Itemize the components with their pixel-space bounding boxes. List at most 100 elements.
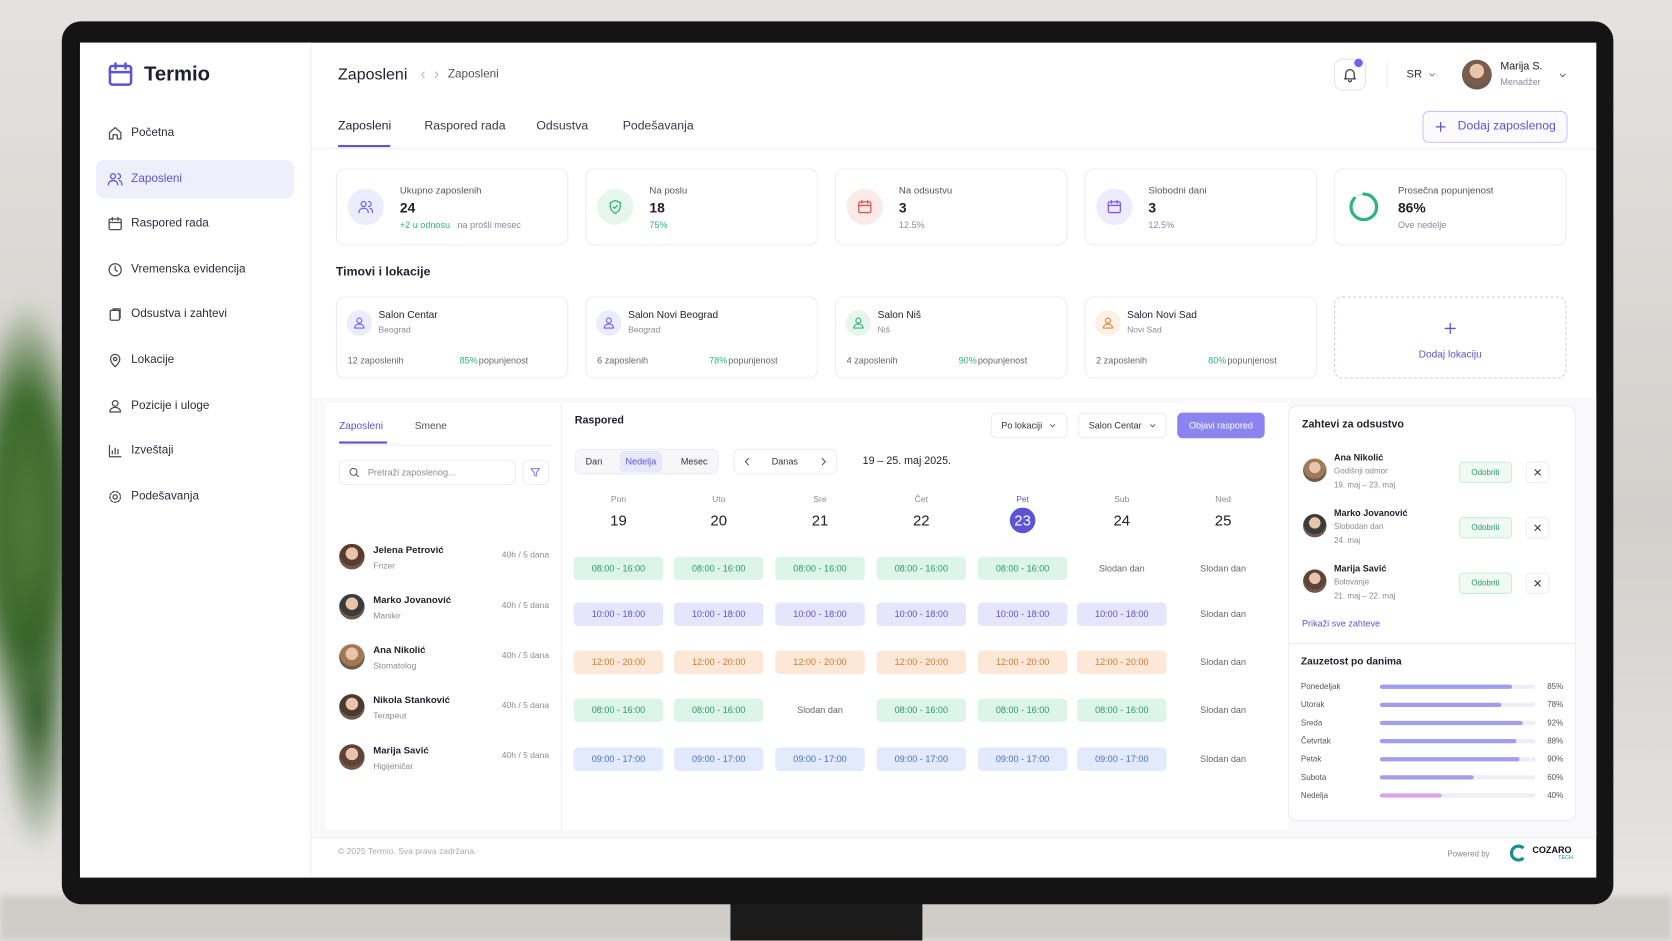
nav-label[interactable]: Lokacije [131, 353, 175, 367]
view-option[interactable]: Dan [585, 456, 603, 467]
shift-pill[interactable] [1076, 650, 1167, 674]
shift-pill[interactable] [876, 747, 967, 771]
employee-name[interactable]: Ana Nikolić [373, 644, 426, 656]
tab[interactable]: Raspored rada [424, 119, 506, 133]
shift-pill[interactable] [1076, 747, 1167, 771]
icon-cal [107, 215, 124, 232]
employee-name[interactable]: Nikola Stanković [373, 694, 451, 706]
shift-pill[interactable] [977, 602, 1068, 626]
icon-part [108, 62, 133, 74]
icon-part [1107, 199, 1121, 207]
shift-pill[interactable] [1076, 698, 1167, 722]
icon-home [107, 125, 124, 142]
reject-button[interactable] [1525, 461, 1550, 484]
shift-pill[interactable] [775, 650, 865, 674]
icon-part [109, 173, 117, 180]
bar [1379, 757, 1520, 762]
shift-pill[interactable] [775, 556, 865, 581]
employee-hours: 40h / 5 dana [501, 550, 550, 560]
shift-pill[interactable] [876, 650, 967, 674]
nav-item[interactable] [96, 432, 294, 470]
shift-pill[interactable] [977, 556, 1068, 581]
add-employee-button[interactable] [1422, 110, 1568, 143]
shift-pill[interactable] [573, 650, 664, 674]
bar [1379, 720, 1524, 726]
shift-pill[interactable] [573, 602, 664, 626]
shift-pill[interactable] [673, 698, 764, 722]
icon-part [853, 323, 864, 329]
reject-button[interactable] [1525, 572, 1550, 594]
view-option[interactable]: Nedelja [625, 456, 657, 467]
shift-pill[interactable] [977, 747, 1068, 771]
nav-item[interactable] [96, 341, 294, 379]
shift-pill[interactable] [977, 698, 1068, 722]
employee-name[interactable]: Marija Savić [373, 744, 429, 756]
employee-role: Manikir [373, 611, 401, 621]
approve-label[interactable]: Odobriti [1471, 522, 1500, 533]
nav-label[interactable]: Podešavanja [131, 489, 199, 503]
icon-plus [1433, 119, 1448, 134]
shift-pill[interactable] [573, 698, 664, 722]
nav-item[interactable] [96, 114, 294, 152]
icon-part [108, 444, 122, 458]
language[interactable]: SR [1406, 67, 1423, 81]
publish-button[interactable] [1177, 412, 1265, 439]
location-filter[interactable] [990, 412, 1068, 439]
salon-filter[interactable] [1078, 412, 1167, 439]
shift-pill[interactable] [673, 650, 764, 674]
approve-button[interactable] [1458, 461, 1513, 484]
nav-label[interactable]: Vremenska evidencija [131, 262, 246, 276]
shift-pill[interactable] [673, 556, 764, 581]
today-button[interactable]: Danas [771, 456, 798, 467]
shift-pill[interactable] [573, 556, 664, 581]
nav-item[interactable] [95, 159, 295, 199]
staff-tab[interactable]: Smene [414, 420, 447, 433]
approve-label[interactable]: Odobriti [1471, 578, 1500, 588]
nav-label[interactable]: Pozicije i uloge [131, 399, 210, 413]
publish-label[interactable]: Objavi raspored [1188, 419, 1253, 431]
tab[interactable]: Podešavanja [622, 119, 694, 133]
nav-label[interactable]: Raspored rada [131, 216, 209, 230]
stat-card [834, 168, 1068, 246]
tab[interactable]: Zaposleni [338, 119, 392, 133]
tab[interactable]: Odsustva [536, 119, 589, 133]
shift-pill[interactable] [775, 747, 865, 771]
reject-button[interactable] [1525, 517, 1550, 539]
request-name: Marko Jovanović [1333, 507, 1408, 518]
shift-pill[interactable] [1076, 602, 1167, 626]
avatar [339, 543, 365, 570]
approve-label[interactable]: Odobriti [1471, 467, 1500, 477]
add-location-card[interactable] [1333, 296, 1567, 379]
approve-button[interactable] [1458, 517, 1513, 539]
shift-pill[interactable] [876, 698, 967, 722]
user-name[interactable]: Marija S. [1500, 60, 1543, 73]
shift-pill[interactable] [573, 747, 664, 771]
approve-button[interactable] [1458, 572, 1513, 594]
filter-button[interactable] [522, 459, 550, 486]
icon-gear [107, 488, 124, 505]
location-filter-label: Po lokaciji [1001, 419, 1043, 431]
shift-pill[interactable] [775, 602, 865, 626]
shift-pill[interactable] [673, 602, 764, 626]
brand-logo [1509, 844, 1527, 862]
show-all-link[interactable]: Prikaži sve zahteve [1301, 618, 1381, 629]
add-location-label[interactable]: Dodaj lokaciju [1418, 348, 1482, 361]
shift-pill[interactable] [876, 556, 967, 581]
add-employee-label[interactable]: Dodaj zaposlenog [1457, 119, 1556, 133]
shift-pill[interactable] [977, 650, 1068, 674]
search-box[interactable] [339, 459, 517, 486]
notification-button[interactable] [1333, 58, 1366, 91]
employee-name[interactable]: Marko Jovanović [373, 594, 452, 606]
day-name: Uto [712, 494, 726, 505]
employee-name[interactable]: Jelena Petrović [373, 544, 444, 556]
nav-label[interactable]: Odsustva i zahtevi [131, 307, 227, 321]
view-option[interactable]: Mesec [680, 456, 708, 467]
stat-value: 18 [649, 199, 665, 216]
shift-pill[interactable] [876, 602, 967, 626]
shift-pill[interactable] [673, 747, 764, 771]
staff-tab[interactable]: Zaposleni [339, 420, 384, 433]
nav-label[interactable]: Zaposleni [131, 172, 183, 186]
nav-label[interactable]: Izveštaji [131, 444, 174, 457]
icon-part [744, 458, 750, 466]
nav-label[interactable]: Početna [131, 126, 175, 140]
